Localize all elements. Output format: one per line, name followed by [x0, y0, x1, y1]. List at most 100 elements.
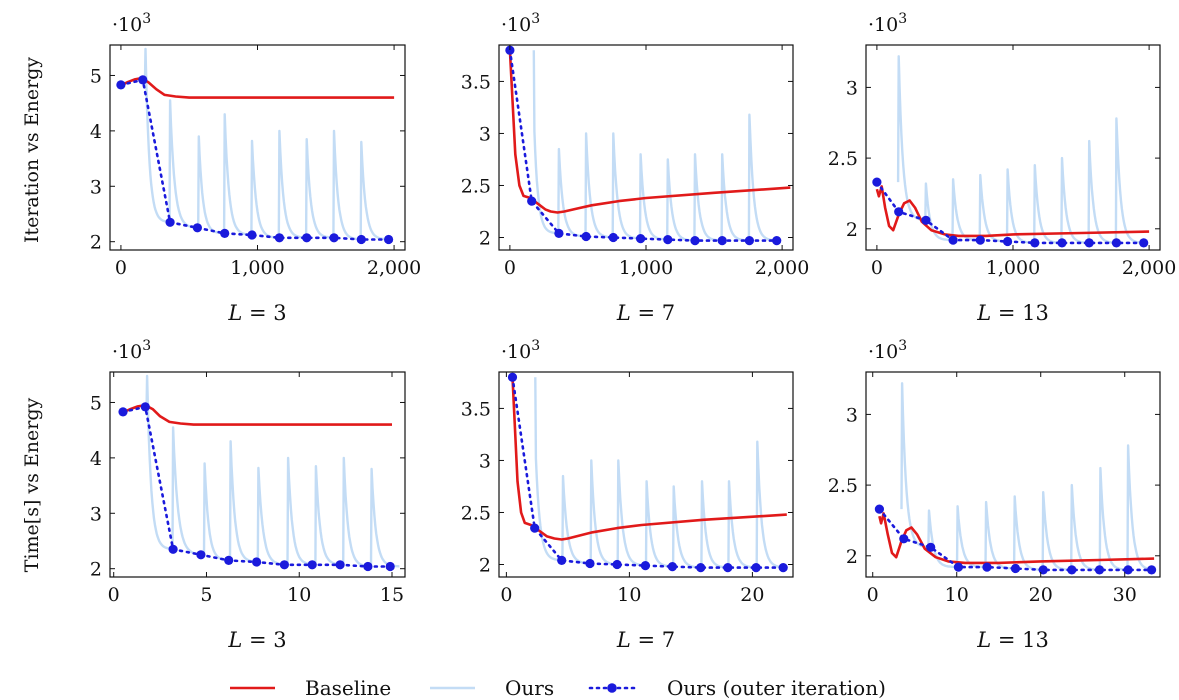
- ours-curve-segment: [342, 456, 372, 568]
- y-scale-factor: ·103: [112, 338, 151, 363]
- ours-curve-segment: [671, 485, 703, 569]
- ours-curve-segment: [666, 158, 696, 242]
- panels: 0 1,000 2,000 2 3 4 5 ·103 L = 3 0 1,000 2,000 2 2.5 3…: [90, 11, 1176, 652]
- ours-curve-segment: [1033, 164, 1063, 244]
- ours-curve-segment: [332, 129, 362, 241]
- outer-iteration-point: [874, 504, 885, 514]
- outer-iteration-point: [778, 563, 788, 573]
- y-scale-factor: ·103: [868, 11, 907, 36]
- chart-3: 0 5 10 15 2 3 4 5 ·103 L = 3: [90, 338, 406, 652]
- outer-iteration-point: [1094, 565, 1105, 575]
- legend-outer-marker: [607, 683, 617, 693]
- y-scale-exponent: 3: [531, 338, 540, 354]
- y-tick-label: 2: [479, 228, 491, 250]
- legend-baseline-label: Baseline: [305, 676, 391, 700]
- x-tick-label: 30: [1113, 584, 1137, 606]
- baseline-line: [122, 403, 392, 426]
- outer-iteration-point: [527, 196, 537, 206]
- outer-iteration-point: [1123, 565, 1133, 575]
- outer-iteration-point: [1057, 238, 1067, 248]
- outer-iteration-point: [118, 407, 128, 417]
- ours-curve-segment: [557, 147, 587, 238]
- ours-curve-segment: [1098, 466, 1129, 571]
- subtitle-value: = 13: [991, 628, 1049, 652]
- subtitle-value: = 13: [991, 301, 1049, 325]
- y-tick-label: 3: [479, 450, 491, 472]
- outer-iteration-point: [329, 233, 339, 243]
- panel-subtitle: L = 7: [616, 301, 675, 325]
- ours-curve-segment: [900, 382, 930, 549]
- x-tick-label: 0: [115, 257, 127, 279]
- outer-iteration-point: [667, 562, 678, 572]
- outer-iteration-point: [554, 228, 564, 238]
- outer-iteration-point: [612, 559, 622, 570]
- subtitle-value: = 7: [631, 301, 675, 325]
- subtitle-var: L: [616, 628, 631, 652]
- outer-iteration-point: [872, 177, 882, 187]
- ours-curve-segment: [720, 153, 750, 242]
- y-scale-exponent: 3: [142, 11, 151, 27]
- outer-iteration-point: [640, 561, 651, 571]
- ours-curve-segment: [369, 467, 400, 568]
- ours-curve-segment: [924, 182, 954, 242]
- panel-subtitle: L = 3: [227, 301, 286, 325]
- baseline-line: [878, 512, 1155, 565]
- x-tick-label: 20: [740, 584, 764, 606]
- outer-iteration-line: [119, 78, 390, 241]
- outer-iteration-point: [252, 557, 262, 567]
- y-scale-exponent: 3: [142, 338, 151, 354]
- outer-iteration-point: [1003, 236, 1013, 247]
- y-tick-label: 3: [479, 123, 491, 145]
- ours-curve-segment: [197, 135, 226, 235]
- ours-curve-segment: [727, 480, 758, 569]
- ours-curve-segment: [561, 474, 592, 565]
- outer-iteration-point: [302, 233, 312, 243]
- subtitle-var: L: [976, 628, 991, 652]
- chart-2-plot-area: [875, 55, 1150, 245]
- ours-curve-segment: [532, 50, 560, 235]
- ours-curve-segment: [359, 140, 389, 241]
- y-tick-label: 4: [90, 121, 102, 143]
- chart-3-plot-area: [121, 374, 400, 568]
- y-scale-factor: ·103: [501, 338, 540, 363]
- y-scale-factor: ·103: [868, 338, 907, 363]
- ours-curve-segment: [747, 113, 777, 242]
- outer-iteration-point: [116, 80, 126, 90]
- outer-iteration-point: [948, 235, 958, 245]
- outer-iteration-point: [1010, 563, 1021, 574]
- row-label-time: Time[s] vs Energy: [21, 397, 43, 572]
- x-tick-label: 15: [380, 584, 404, 606]
- ours-curve-segment: [304, 138, 335, 239]
- subtitle-var: L: [227, 301, 242, 325]
- legend: Baseline Ours Ours (outer iteration): [230, 676, 886, 700]
- outer-iteration-point: [717, 236, 727, 246]
- x-tick-label: 1,000: [230, 257, 284, 279]
- ours-curve-segment: [1114, 117, 1144, 244]
- x-tick-label: 1,000: [986, 257, 1040, 279]
- ours-curve-segment: [1070, 483, 1101, 571]
- y-scale-factor: ·103: [112, 11, 151, 36]
- outer-iteration-line: [878, 507, 1153, 572]
- y-tick-label: 5: [90, 392, 102, 414]
- outer-iteration-point: [505, 45, 515, 55]
- outer-iteration-point: [1147, 565, 1157, 575]
- ours-curve-segment: [700, 480, 730, 569]
- chart-4: 0 10 20 2 2.5 3 3.5 ·103 L = 7: [461, 338, 794, 652]
- outer-iteration-point: [1038, 565, 1048, 575]
- outer-iteration-point: [165, 217, 175, 227]
- outer-iteration-point: [751, 563, 761, 573]
- outer-iteration-point: [384, 234, 394, 245]
- x-tick-label: 10: [945, 584, 969, 606]
- outer-iteration-point: [772, 236, 782, 246]
- outer-iteration-point: [982, 562, 992, 572]
- outer-iteration-point: [530, 523, 540, 533]
- ours-curve-segment: [638, 153, 669, 241]
- ours-curve-segment: [286, 456, 317, 566]
- y-tick-label: 2.5: [828, 148, 858, 170]
- outer-iteration-point: [279, 560, 289, 570]
- subtitle-value: = 3: [242, 301, 286, 325]
- ours-curve-segment: [222, 113, 253, 237]
- y-tick-label: 4: [90, 448, 102, 470]
- y-scale-exponent: 3: [898, 11, 907, 27]
